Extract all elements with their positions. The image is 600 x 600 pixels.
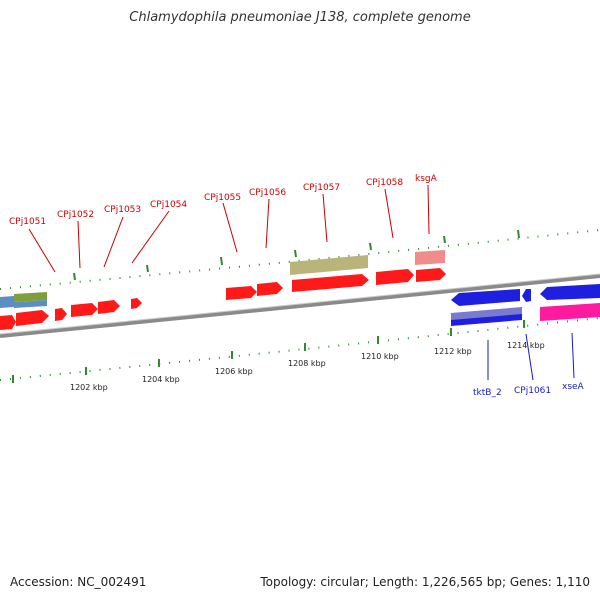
feature-right[interactable]: [451, 284, 600, 326]
top-label-leaders: [28, 184, 430, 273]
genome-backbone: [0, 274, 600, 338]
feature-middle[interactable]: [226, 250, 446, 300]
feature-left-edge[interactable]: [0, 292, 142, 330]
lower-tick-row: [0, 317, 600, 383]
scale-label: 1206 kbp: [215, 367, 253, 376]
genome-title: Chlamydophila pneumoniae J138, complete …: [129, 10, 471, 25]
gene-label-cpj1054[interactable]: CPj1054: [150, 200, 187, 210]
scale-label: 1210 kbp: [361, 352, 399, 361]
gene-label-cpj1056[interactable]: CPj1056: [249, 188, 286, 198]
upper-tick-row: [0, 229, 600, 290]
scale-label: 1204 kbp: [142, 375, 180, 384]
gene-label-ksga[interactable]: ksgA: [415, 174, 438, 184]
gene-label-cpj1058[interactable]: CPj1058: [366, 178, 403, 188]
scale-label: 1208 kbp: [288, 359, 326, 368]
gene-label-cpj1061[interactable]: CPj1061: [514, 386, 551, 396]
gene-label-cpj1053[interactable]: CPj1053: [104, 205, 141, 215]
accession-text: Accession: NC_002491: [10, 575, 147, 589]
gene-label-tktb2[interactable]: tktB_2: [473, 388, 502, 398]
gene-label-cpj1057[interactable]: CPj1057: [303, 183, 340, 193]
gene-label-cpj1055[interactable]: CPj1055: [204, 193, 241, 203]
scale-label: 1214 kbp: [507, 341, 545, 350]
gene-label-xsea[interactable]: xseA: [562, 382, 585, 392]
bottom-label-leaders: [487, 332, 575, 381]
scale-label: 1202 kbp: [70, 383, 108, 392]
gene-label-cpj1052[interactable]: CPj1052: [57, 210, 94, 220]
genome-stats-text: Topology: circular; Length: 1,226,565 bp…: [260, 575, 590, 589]
gene-label-cpj1051[interactable]: CPj1051: [9, 217, 46, 227]
scale-label: 1212 kbp: [434, 347, 472, 356]
